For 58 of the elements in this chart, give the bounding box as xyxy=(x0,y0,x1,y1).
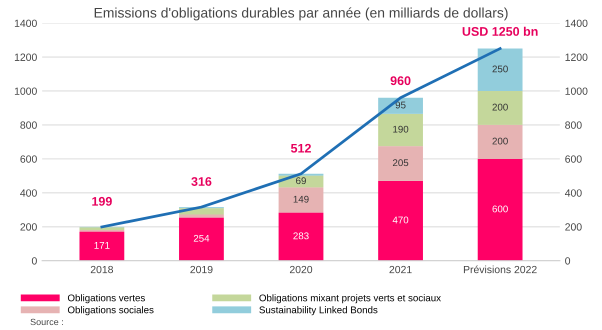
bar xyxy=(179,214,224,218)
data-label: USD 1250 bn xyxy=(462,26,538,36)
data-label: 600 xyxy=(492,206,508,212)
data-label: 205 xyxy=(392,159,408,166)
source-note: Source : xyxy=(30,318,63,326)
bar xyxy=(79,227,124,230)
bar xyxy=(278,187,324,213)
y2-tick-label: 400 xyxy=(564,189,582,197)
data-label: 254 xyxy=(194,234,210,242)
data-label: 470 xyxy=(392,216,408,224)
y-tick-label: 800 xyxy=(20,121,37,129)
y2-tick-label: 600 xyxy=(565,155,582,163)
data-label: 960 xyxy=(390,76,410,86)
bar xyxy=(278,212,324,261)
legend-label: Obligations sociales xyxy=(68,306,154,316)
y2-tick-label: 1400 xyxy=(566,20,588,27)
y-tick-label: 1400 xyxy=(14,20,37,27)
bar xyxy=(179,218,224,261)
y-tick-label: 400 xyxy=(20,189,37,197)
chart-title: Emissions d'obligations durables par année (en milliards de dollars) xyxy=(94,7,508,20)
data-label: 95 xyxy=(396,102,406,108)
x-tick-label: 2021 xyxy=(390,266,412,274)
data-label: 149 xyxy=(294,196,309,203)
data-label: 171 xyxy=(94,242,110,249)
y-tick-label: 0 xyxy=(32,257,37,265)
y-tick-label: 1000 xyxy=(14,87,37,95)
legend-label: Obligations vertes xyxy=(68,294,145,304)
data-label: 200 xyxy=(492,138,508,145)
data-label: 250 xyxy=(492,65,508,72)
y-tick-label: 200 xyxy=(20,223,37,231)
data-label: 316 xyxy=(191,177,212,186)
bar xyxy=(378,180,423,261)
data-label: 199 xyxy=(92,196,112,206)
x-tick-label: 2018 xyxy=(90,266,114,274)
data-label: 283 xyxy=(293,232,309,240)
bar xyxy=(478,90,523,125)
bar xyxy=(478,158,523,261)
x-tick-label: Prévisions 2022 xyxy=(464,265,537,274)
y2-tick-label: 1200 xyxy=(566,54,588,61)
bar xyxy=(378,114,423,146)
bar xyxy=(378,146,423,181)
data-label: 512 xyxy=(290,144,311,153)
data-label: 69 xyxy=(296,177,306,184)
bar xyxy=(478,48,523,91)
bar xyxy=(79,232,124,261)
y2-tick-label: 0 xyxy=(565,257,570,265)
y-tick-label: 1200 xyxy=(14,54,37,61)
y2-tick-label: 200 xyxy=(565,223,582,231)
y2-tick-label: 800 xyxy=(565,121,582,129)
y2-tick-label: 1000 xyxy=(566,87,588,95)
legend-label: Obligations mixant projets verts et sociaux xyxy=(259,294,441,304)
x-tick-label: 2020 xyxy=(290,266,312,274)
legend-label: Sustainability Linked Bonds xyxy=(259,306,378,316)
data-label: 190 xyxy=(393,126,408,133)
bar xyxy=(478,124,523,159)
x-tick-label: 2019 xyxy=(190,266,213,274)
data-label: 200 xyxy=(492,104,508,111)
y-tick-label: 600 xyxy=(20,155,37,163)
